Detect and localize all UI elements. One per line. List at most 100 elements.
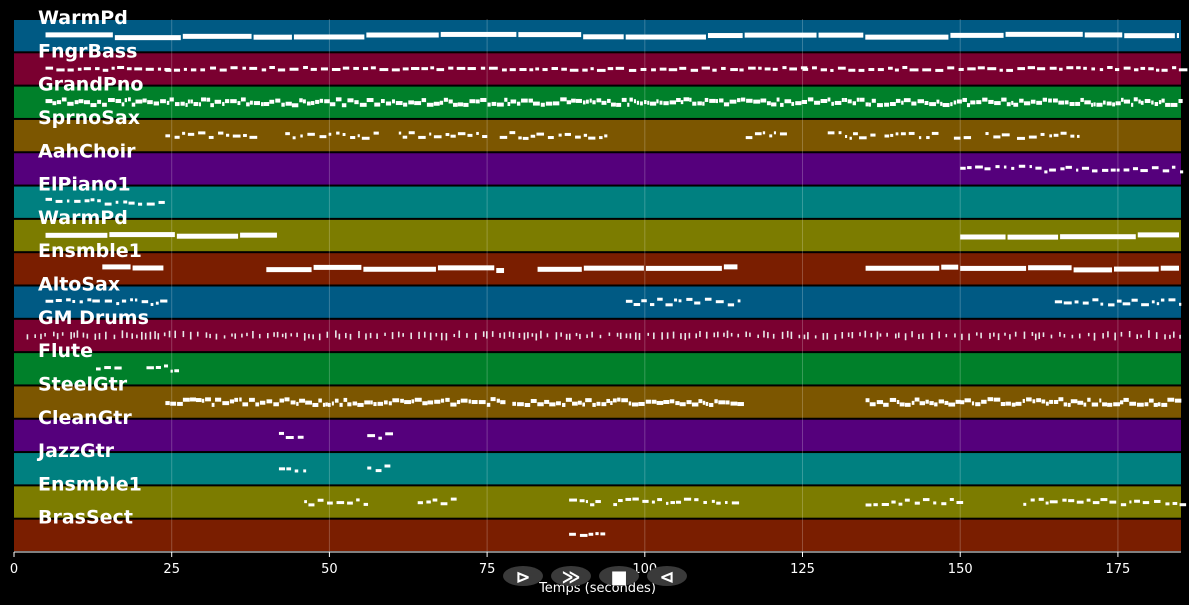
note-mark bbox=[359, 102, 367, 107]
note-mark bbox=[940, 101, 943, 106]
note-mark bbox=[891, 500, 896, 504]
note-mark bbox=[683, 497, 692, 501]
note-mark bbox=[659, 67, 667, 71]
tick-label: 75 bbox=[479, 562, 496, 577]
note-mark bbox=[724, 500, 728, 504]
note-mark bbox=[258, 333, 261, 339]
note-mark bbox=[585, 99, 589, 104]
note-mark bbox=[82, 332, 85, 338]
note-mark bbox=[289, 67, 299, 71]
note-mark bbox=[818, 32, 864, 38]
note-mark bbox=[1096, 102, 1103, 107]
note-mark bbox=[989, 332, 991, 339]
note-mark bbox=[1032, 399, 1036, 404]
note-mark bbox=[134, 67, 143, 71]
note-mark bbox=[1038, 497, 1044, 501]
note-mark bbox=[949, 497, 954, 501]
note-mark bbox=[1023, 331, 1026, 339]
note-mark bbox=[150, 302, 154, 306]
note-mark bbox=[1124, 33, 1175, 39]
note-mark bbox=[1068, 499, 1075, 503]
control-pill[interactable] bbox=[551, 566, 591, 586]
note-mark bbox=[440, 332, 443, 341]
note-mark bbox=[469, 99, 476, 104]
note-mark bbox=[1155, 332, 1158, 339]
rewind-button[interactable]: ⊲ bbox=[647, 566, 687, 588]
note-mark bbox=[610, 400, 613, 405]
note-mark bbox=[243, 133, 247, 137]
note-mark bbox=[391, 332, 394, 340]
note-mark bbox=[97, 199, 101, 203]
note-mark bbox=[1077, 134, 1080, 138]
note-mark bbox=[579, 533, 588, 537]
note-mark bbox=[380, 99, 385, 104]
note-mark bbox=[625, 497, 632, 501]
note-mark bbox=[201, 398, 205, 403]
note-mark bbox=[1071, 334, 1074, 339]
note-mark bbox=[524, 403, 531, 408]
note-mark bbox=[522, 136, 529, 140]
note-mark bbox=[798, 334, 801, 339]
note-mark bbox=[384, 464, 391, 468]
note-mark bbox=[586, 334, 588, 339]
note-mark bbox=[1045, 501, 1049, 505]
note-mark bbox=[790, 331, 793, 339]
note-mark bbox=[966, 103, 971, 108]
note-mark bbox=[174, 135, 180, 139]
note-mark bbox=[278, 431, 284, 435]
note-mark bbox=[153, 101, 159, 106]
note-mark bbox=[591, 331, 593, 338]
note-mark bbox=[445, 333, 448, 341]
note-mark bbox=[331, 68, 341, 72]
note-mark bbox=[160, 99, 166, 104]
note-mark bbox=[997, 333, 1000, 341]
note-mark bbox=[560, 332, 562, 337]
note-mark bbox=[40, 333, 42, 340]
note-mark bbox=[864, 330, 867, 338]
note-mark bbox=[318, 398, 322, 403]
control-pill[interactable] bbox=[503, 566, 543, 586]
note-mark bbox=[445, 397, 450, 402]
note-mark bbox=[182, 33, 252, 39]
note-mark bbox=[698, 399, 703, 404]
control-pill[interactable] bbox=[647, 566, 687, 586]
note-mark bbox=[1174, 398, 1182, 403]
note-mark bbox=[300, 134, 303, 138]
note-mark bbox=[1140, 169, 1148, 173]
note-mark bbox=[1003, 165, 1007, 169]
note-mark bbox=[173, 68, 181, 72]
note-mark bbox=[535, 67, 540, 71]
forward-button[interactable]: ≫ bbox=[551, 566, 591, 588]
note-mark bbox=[763, 330, 765, 338]
note-mark bbox=[1007, 234, 1059, 240]
note-mark bbox=[319, 135, 327, 139]
note-mark bbox=[1009, 334, 1011, 340]
stop-button[interactable]: ■ bbox=[599, 566, 639, 588]
track-lane-12 bbox=[14, 419, 1181, 452]
note-mark bbox=[352, 401, 358, 406]
note-mark bbox=[383, 400, 388, 405]
track-lane-9 bbox=[14, 319, 1181, 352]
note-mark bbox=[94, 333, 97, 340]
note-mark bbox=[108, 98, 115, 103]
note-mark bbox=[683, 97, 690, 102]
note-mark bbox=[457, 102, 464, 107]
note-mark bbox=[222, 101, 225, 106]
note-mark bbox=[870, 332, 873, 338]
note-mark bbox=[628, 68, 637, 72]
note-mark bbox=[208, 135, 214, 139]
note-mark bbox=[549, 402, 556, 407]
play-button[interactable]: ⊳ bbox=[503, 566, 543, 588]
note-mark bbox=[877, 103, 883, 108]
note-mark bbox=[1087, 397, 1091, 402]
note-mark bbox=[1172, 331, 1175, 338]
note-mark bbox=[967, 166, 972, 170]
note-mark bbox=[714, 399, 718, 404]
note-mark bbox=[453, 333, 456, 338]
control-pill[interactable] bbox=[599, 566, 639, 586]
note-mark bbox=[312, 334, 314, 340]
track-lane-5 bbox=[14, 186, 1181, 218]
note-mark bbox=[331, 401, 334, 406]
playback-controls[interactable]: ⊳ ≫ ■ ⊲ bbox=[503, 566, 687, 588]
